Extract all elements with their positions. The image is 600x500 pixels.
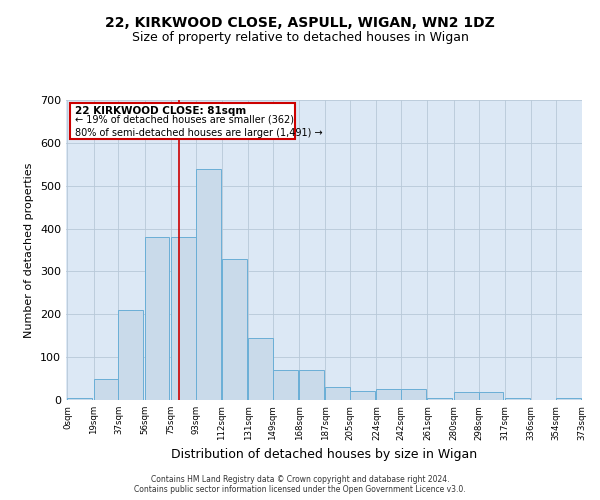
Bar (401, 390, 426, 400)
Bar (299, 370, 324, 400)
Bar (505, 398, 530, 400)
Bar (454, 392, 479, 400)
Text: 22 KIRKWOOD CLOSE: 81sqm: 22 KIRKWOOD CLOSE: 81sqm (75, 106, 247, 116)
Bar (325, 387, 350, 400)
Bar (479, 392, 503, 400)
Bar (196, 168, 221, 400)
Y-axis label: Number of detached properties: Number of detached properties (25, 162, 34, 338)
Bar (273, 370, 298, 400)
Bar (118, 310, 143, 400)
Text: Size of property relative to detached houses in Wigan: Size of property relative to detached ho… (131, 31, 469, 44)
Bar (556, 398, 581, 400)
Bar (94, 378, 118, 400)
Bar (171, 237, 196, 400)
X-axis label: Distribution of detached houses by size in Wigan: Distribution of detached houses by size … (171, 448, 477, 461)
Bar (145, 237, 169, 400)
Bar (376, 390, 401, 400)
Bar (222, 258, 247, 400)
Bar (427, 398, 452, 400)
Text: ← 19% of detached houses are smaller (362): ← 19% of detached houses are smaller (36… (75, 115, 294, 125)
Bar (67, 398, 92, 400)
Text: 80% of semi-detached houses are larger (1,491) →: 80% of semi-detached houses are larger (… (75, 128, 323, 138)
Bar (350, 392, 375, 400)
FancyBboxPatch shape (70, 103, 295, 140)
Bar (248, 338, 273, 400)
Text: 22, KIRKWOOD CLOSE, ASPULL, WIGAN, WN2 1DZ: 22, KIRKWOOD CLOSE, ASPULL, WIGAN, WN2 1… (105, 16, 495, 30)
Text: Contains HM Land Registry data © Crown copyright and database right 2024.
Contai: Contains HM Land Registry data © Crown c… (134, 474, 466, 494)
